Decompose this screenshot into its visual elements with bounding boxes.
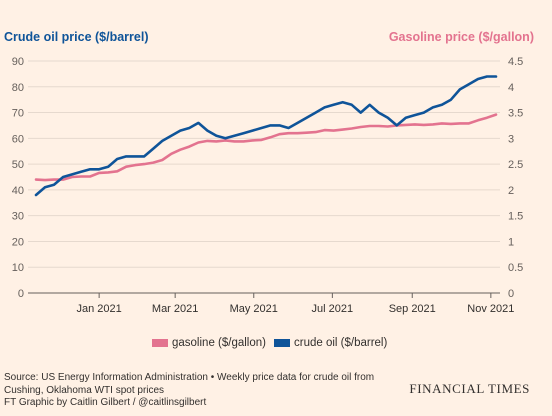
series-line-gasoline <box>34 113 498 182</box>
x-tick-label: Mar 2021 <box>152 303 198 315</box>
right-tick-label: 2.5 <box>508 159 523 171</box>
left-tick-label: 0 <box>18 288 24 300</box>
left-tick-label: 30 <box>12 211 24 223</box>
right-axis-title: Gasoline price ($/gallon) <box>388 30 534 44</box>
legend-swatch-crude <box>273 339 290 347</box>
left-tick-label: 80 <box>12 82 24 94</box>
x-tick-label: Sep 2021 <box>389 303 436 315</box>
legend-label-gasoline: gasoline ($/gallon) <box>172 337 266 349</box>
legend-item-crude: crude oil ($/barrel) <box>273 337 388 349</box>
x-tick-label: Nov 2021 <box>467 303 514 315</box>
legend-swatch-gasoline <box>152 339 168 347</box>
left-tick-label: 10 <box>12 262 24 274</box>
right-tick-label: 3 <box>508 133 514 145</box>
right-tick-label: 1 <box>508 236 514 248</box>
legend-item-gasoline: gasoline ($/gallon) <box>152 337 266 349</box>
legend-label-crude: crude oil ($/barrel) <box>293 337 388 349</box>
ft-wordmark: FINANCIAL TIMES <box>409 381 530 396</box>
right-tick-label: 1.5 <box>508 211 523 223</box>
right-tick-label: 4.5 <box>508 56 523 68</box>
right-tick-label: 4 <box>508 82 514 94</box>
right-tick-label: 3.5 <box>508 108 523 120</box>
left-tick-label: 90 <box>12 56 24 68</box>
left-tick-label: 20 <box>12 236 24 248</box>
left-tick-label: 40 <box>12 185 24 197</box>
right-tick-label: 0.5 <box>508 262 523 274</box>
left-tick-label: 50 <box>12 159 24 171</box>
left-tick-label: 60 <box>12 133 24 145</box>
graphic-credit: FT Graphic by Caitlin Gilbert / @caitlin… <box>4 397 207 408</box>
left-tick-label: 70 <box>12 108 24 120</box>
left-axis-title: Crude oil price ($/barrel) <box>4 30 149 44</box>
x-tick-label: Jul 2021 <box>312 303 354 315</box>
right-tick-label: 0 <box>508 288 514 300</box>
legend: gasoline ($/gallon) crude oil ($/barrel) <box>152 337 395 349</box>
series-line-crude-oil <box>34 75 498 197</box>
x-tick-label: May 2021 <box>230 303 278 315</box>
line-chart: 0 10 20 30 40 50 60 70 80 90 0 0.5 1 1.5 2 2.5 3 3.5 4 4.5 J… <box>12 56 524 315</box>
right-tick-label: 2 <box>508 185 514 197</box>
source-note: Source: US Energy Information Administra… <box>4 372 375 396</box>
x-tick-label: Jan 2021 <box>77 303 122 315</box>
